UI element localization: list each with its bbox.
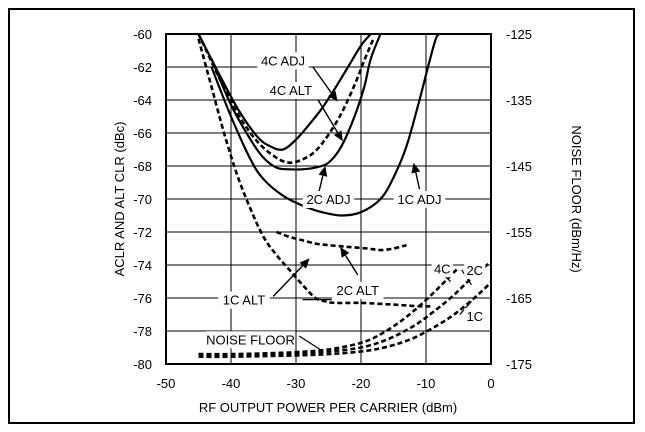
y2-tick-label: -165 (506, 291, 532, 306)
annotation-bg (302, 191, 355, 208)
annotation-label: 4C ADJ (261, 53, 305, 68)
arrow-head (299, 258, 310, 269)
arrows (272, 66, 473, 352)
annotation-bg (218, 291, 270, 309)
annotation-label: 1C ALT (223, 293, 265, 308)
y-tick-label: -78 (133, 324, 152, 339)
annotation-bg (393, 191, 446, 208)
annotation-bg (464, 261, 486, 279)
annotation-bg (431, 260, 453, 278)
y-tick-label: -62 (133, 60, 152, 75)
annotation-label: 1C (466, 309, 483, 324)
series-noise-floor-2c (198, 260, 492, 357)
y-tick-label: -60 (133, 27, 152, 42)
y2-tick-label: -175 (506, 357, 532, 372)
arrow-head (328, 90, 338, 102)
series-1c-adj (210, 33, 440, 217)
annotation-bg (464, 308, 486, 326)
y2-axis-title: NOISE FLOOR (dBm/Hz) (569, 125, 584, 272)
y-tick-label: -74 (133, 258, 152, 273)
y2-tick-label: -155 (506, 225, 532, 240)
arrow-head (340, 246, 350, 258)
arrow-line (272, 265, 304, 297)
annotation-label: 2C ALT (337, 283, 379, 298)
arrow-line (312, 66, 333, 94)
arrow-head (411, 162, 421, 174)
x-tick-label: -10 (417, 376, 436, 391)
annotation-label: 4C ALT (270, 83, 312, 98)
arrow-line (415, 172, 421, 190)
y2-tick-label: -145 (506, 159, 532, 174)
x-axis-title: RF OUTPUT POWER PER CARRIER (dBm) (199, 400, 457, 415)
plot-border (165, 33, 492, 365)
arrow-line (317, 99, 339, 134)
annotation-bg (265, 82, 317, 100)
y-tick-label: -72 (133, 225, 152, 240)
y-tick-label: -80 (133, 357, 152, 372)
arrow-head (318, 166, 328, 177)
x-tick-label: -20 (352, 376, 371, 391)
series-2c-adj (210, 33, 382, 171)
x-tick-label: -40 (222, 376, 241, 391)
x-tick-label: 0 (487, 376, 494, 391)
arrow-line (344, 254, 359, 276)
leader-line (298, 335, 323, 352)
annotations: 4C ADJ 4C ALT 2C ADJ 1C ADJ 2C ALT 1C ALT 4C 2C… (205, 52, 486, 349)
y-axis-title: ACLR AND ALT CLR (dBc) (112, 122, 127, 277)
annotation-label: 2C (466, 263, 483, 278)
annotation-label: 2C ADJ (306, 192, 350, 207)
annotation-bg (331, 281, 384, 299)
series-noise-floor-4c (198, 266, 460, 356)
leader-line (459, 300, 472, 315)
series-1c-alt (197, 38, 433, 308)
y-tick-label: -70 (133, 192, 152, 207)
annotation-label: 1C ADJ (397, 192, 441, 207)
arrow-line (318, 175, 324, 193)
series-2c-alt (276, 230, 407, 252)
annotation-label: 4C (434, 261, 451, 276)
y-tick-label: -76 (133, 291, 152, 306)
series-noise-floor-1c (198, 281, 492, 359)
y-tick-label: -68 (133, 159, 152, 174)
x-tick-label: -50 (157, 376, 176, 391)
annotation-bg (257, 52, 309, 70)
x-tick-label: -30 (287, 376, 306, 391)
annotation-label: NOISE FLOOR (206, 332, 295, 347)
series (197, 33, 492, 359)
y2-tick-label: -125 (506, 27, 532, 42)
y-tick-label: -64 (133, 93, 152, 108)
series-4c-alt (197, 33, 376, 165)
arrow-head (333, 130, 343, 142)
y-tick-label: -66 (133, 126, 152, 141)
y2-tick-label: -135 (506, 93, 532, 108)
ticks: -50 -40 -30 -20 -10 0 -60 -62 -64 -66 -68 -70 -72 -74… (133, 27, 532, 391)
series-4c-adj (197, 33, 372, 151)
annotation-bg (205, 331, 296, 349)
